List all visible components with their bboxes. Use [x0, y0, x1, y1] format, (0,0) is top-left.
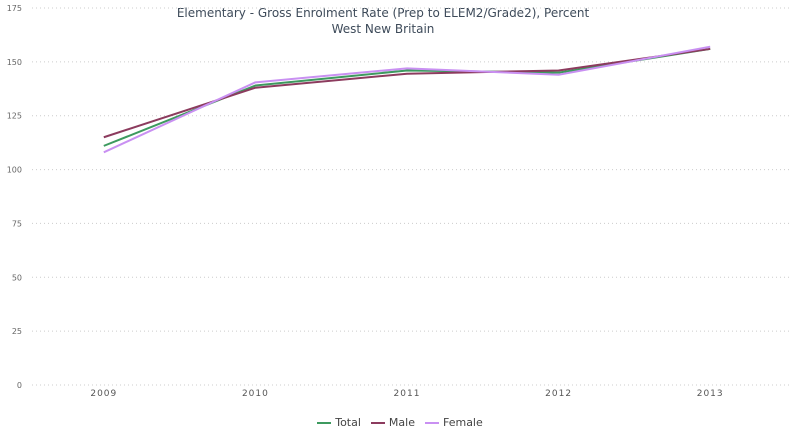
y-tick-label: 50	[12, 273, 22, 282]
y-tick-label: 175	[7, 4, 22, 13]
legend-label: Female	[442, 416, 483, 429]
chart-subtitle: West New Britain	[331, 22, 435, 36]
legend-label: Total	[335, 416, 361, 429]
y-tick-label: 0	[17, 381, 22, 390]
legend: Total Male Female	[0, 416, 800, 429]
legend-item-total[interactable]: Total	[317, 416, 361, 429]
y-tick-label: 150	[7, 58, 22, 67]
legend-label: Male	[388, 416, 415, 429]
legend-item-female[interactable]: Female	[424, 416, 483, 429]
y-tick-label: 25	[12, 327, 22, 336]
x-tick-label: 2011	[394, 389, 421, 399]
x-tick-label: 2010	[242, 389, 269, 399]
y-tick-label: 125	[7, 112, 22, 121]
x-tick-label: 2009	[90, 389, 117, 399]
legend-swatch	[317, 421, 332, 424]
legend-swatch	[370, 421, 385, 424]
x-tick-label: 2013	[697, 389, 724, 399]
legend-swatch	[424, 421, 439, 424]
legend-item-male[interactable]: Male	[370, 416, 415, 429]
series-line-male	[103, 47, 711, 139]
y-tick-label: 100	[7, 166, 22, 175]
series-line-female	[103, 45, 711, 154]
chart-title: Elementary - Gross Enrolment Rate (Prep …	[176, 6, 590, 20]
x-tick-label: 2012	[545, 389, 572, 399]
y-tick-label: 75	[12, 219, 22, 228]
